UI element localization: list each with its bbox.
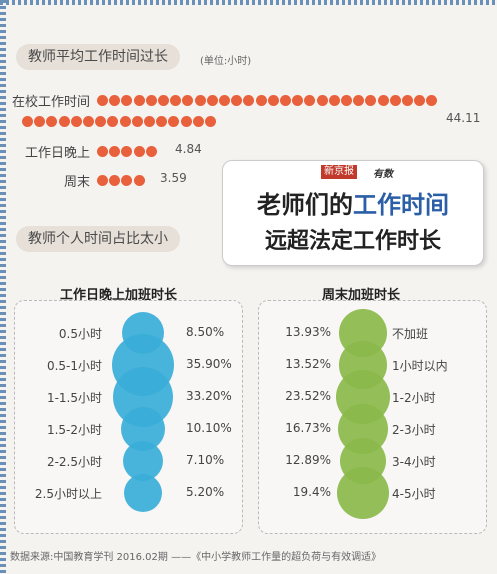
hour-dot — [365, 95, 377, 106]
dashed-border-top — [0, 0, 497, 5]
category-label: 1-1.5小时 — [46, 391, 102, 405]
hour-dot — [192, 116, 204, 127]
percent-label: 10.10% — [186, 421, 232, 435]
brand-logo-secondary: 有数 — [373, 169, 393, 180]
hour-dot — [107, 116, 119, 127]
row-value-0: 44.11 — [446, 111, 481, 125]
hour-dot — [97, 95, 108, 106]
headline-line-1: 老师们的工作时间 — [257, 191, 449, 219]
row-label-2: 周末 — [63, 175, 90, 190]
percent-label: 33.20% — [186, 389, 232, 403]
hour-dot — [182, 95, 194, 106]
hour-dot — [95, 116, 107, 127]
hour-dot — [194, 95, 206, 106]
hour-dot — [267, 95, 279, 106]
hour-dot — [377, 95, 389, 106]
hour-dot — [145, 146, 157, 157]
hour-dot — [402, 95, 413, 106]
category-label: 1-2小时 — [392, 391, 436, 405]
brand-logo: 新京报 — [321, 165, 357, 179]
hour-dot — [97, 175, 108, 186]
hour-dot — [46, 116, 58, 127]
weekday-bubble — [123, 473, 163, 513]
hour-dot — [131, 116, 143, 127]
data-source: 数据来源:中国教育学刊 2016.02期 ——《中小学教师工作量的超负荷与有效调… — [10, 552, 382, 563]
unit-label: (单位:小时) — [200, 56, 252, 67]
hour-dot — [145, 95, 157, 106]
category-label: 4-5小时 — [392, 487, 436, 501]
hour-dot — [205, 116, 216, 127]
hour-dot — [121, 175, 133, 186]
hour-dot — [158, 95, 169, 106]
hour-dot — [133, 146, 145, 157]
percent-label: 8.50% — [186, 325, 225, 339]
percent-label: 35.90% — [186, 357, 232, 371]
hour-dot — [328, 95, 340, 106]
hour-dot — [353, 95, 365, 106]
hour-dot — [121, 95, 133, 106]
row-label-0: 在校工作时间 — [11, 95, 90, 110]
hour-dot — [144, 116, 155, 127]
percent-label: 23.52% — [285, 389, 331, 403]
hour-dot — [426, 95, 438, 106]
percent-label: 12.89% — [285, 453, 331, 467]
percent-label: 13.52% — [285, 357, 331, 371]
section-title-personal-time: 教师个人时间占比太小 — [16, 226, 180, 252]
hour-dot — [133, 95, 145, 106]
category-label: 2-3小时 — [392, 423, 436, 437]
hour-dot — [22, 116, 33, 127]
row-value-2: 3.59 — [160, 171, 187, 185]
hour-dot — [206, 95, 218, 106]
hour-dot — [109, 146, 121, 157]
weekend-bubble — [337, 467, 389, 519]
category-label: 2-2.5小时 — [46, 455, 102, 469]
category-label: 1.5-2小时 — [46, 423, 102, 437]
hour-dot — [231, 95, 243, 106]
hour-dot — [156, 116, 168, 127]
row-label-1: 工作日晚上 — [24, 146, 90, 161]
hour-dot — [341, 95, 352, 106]
category-label: 2.5小时以上 — [34, 487, 102, 501]
hour-dot — [243, 95, 255, 106]
hour-dot — [109, 95, 121, 106]
category-label: 3-4小时 — [392, 455, 436, 469]
dashed-border-left — [0, 0, 6, 574]
percent-label: 16.73% — [285, 421, 331, 435]
category-label: 0.5小时 — [58, 327, 102, 341]
percent-label: 13.93% — [285, 325, 331, 339]
percent-label: 7.10% — [186, 453, 225, 467]
category-label: 1小时以内 — [392, 359, 448, 373]
hour-dot — [180, 116, 192, 127]
headline-card: 新京报 有数 老师们的工作时间 远超法定工作时长 — [222, 160, 484, 266]
hour-dot — [34, 116, 46, 127]
hour-dot — [219, 95, 230, 106]
hour-dot — [133, 175, 145, 186]
hour-dot — [168, 116, 180, 127]
hour-dot — [304, 95, 316, 106]
category-label: 0.5-1小时 — [46, 359, 102, 373]
headline-line-2: 远超法定工作时长 — [264, 229, 441, 254]
hour-dot — [389, 95, 401, 106]
category-label: 不加班 — [392, 327, 429, 341]
hour-dot — [58, 116, 70, 127]
hour-dot — [109, 175, 121, 186]
section-title-work-hours: 教师平均工作时间过长 — [16, 44, 180, 70]
weekday-panel-title: 工作日晚上加班时长 — [60, 288, 178, 303]
hour-dot — [414, 95, 426, 106]
hour-dot — [280, 95, 291, 106]
hour-dot — [70, 116, 82, 127]
hour-dot — [255, 95, 267, 106]
hour-dot — [83, 116, 94, 127]
hour-dot — [292, 95, 304, 106]
percent-label: 5.20% — [186, 485, 225, 499]
row-value-1: 4.84 — [175, 142, 202, 156]
hour-dot — [121, 146, 133, 157]
weekend-panel-title: 周末加班时长 — [322, 288, 401, 303]
hour-dot — [316, 95, 328, 106]
hour-dot — [119, 116, 131, 127]
hour-dot — [97, 146, 108, 157]
percent-label: 19.4% — [292, 485, 331, 499]
hour-dot — [170, 95, 182, 106]
